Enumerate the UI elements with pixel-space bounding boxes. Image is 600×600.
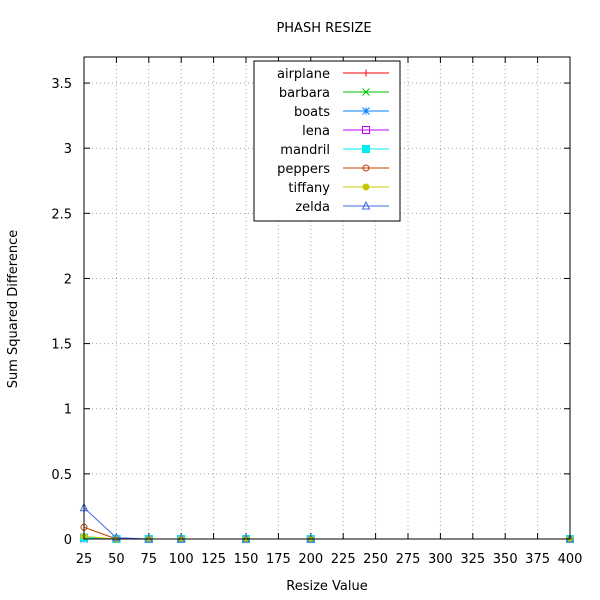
legend-marker bbox=[362, 88, 370, 96]
legend-label: lena bbox=[302, 124, 330, 139]
y-tick-label: 0.5 bbox=[51, 468, 72, 483]
x-tick-label: 275 bbox=[396, 552, 421, 567]
y-axis: 0 0.5 1 1.5 2 2.5 3 3.5 bbox=[51, 77, 570, 548]
series-line-zelda bbox=[83, 507, 570, 540]
y-tick-label: 1 bbox=[64, 403, 72, 418]
legend-label: barbara bbox=[279, 86, 330, 101]
legend-marker bbox=[362, 183, 370, 191]
series-barbara bbox=[80, 533, 574, 543]
legend-marker bbox=[362, 145, 370, 153]
x-tick-label: 375 bbox=[525, 552, 550, 567]
y-tick-label: 0 bbox=[64, 533, 72, 548]
series-layer bbox=[79, 502, 575, 543]
x-tick-label: 50 bbox=[108, 552, 125, 567]
legend-marker bbox=[362, 107, 370, 115]
legend-label: zelda bbox=[295, 200, 330, 215]
x-tick-label: 250 bbox=[363, 552, 388, 567]
legend-label: peppers bbox=[277, 162, 330, 177]
legend-item-barbara: barbara bbox=[279, 86, 389, 101]
y-tick-label: 2.5 bbox=[51, 207, 72, 222]
x-tick-label: 350 bbox=[493, 552, 518, 567]
legend-item-airplane: airplane bbox=[277, 67, 389, 82]
legend-item-tiffany: tiffany bbox=[288, 181, 389, 196]
x-tick-label: 150 bbox=[234, 552, 259, 567]
chart-title: PHASH RESIZE bbox=[276, 21, 371, 36]
x-tick-label: 325 bbox=[460, 552, 485, 567]
x-tick-label: 75 bbox=[141, 552, 158, 567]
legend-marker bbox=[362, 126, 370, 134]
x-tick-label: 175 bbox=[266, 552, 291, 567]
x-tick-label: 200 bbox=[298, 552, 323, 567]
legend-item-zelda: zelda bbox=[295, 200, 389, 215]
legend-marker bbox=[362, 69, 370, 77]
legend-item-lena: lena bbox=[302, 124, 389, 139]
y-axis-label: Sum Squared Difference bbox=[6, 230, 21, 388]
legend-item-mandril: mandril bbox=[280, 143, 389, 158]
x-tick-label: 125 bbox=[201, 552, 226, 567]
x-axis-label: Resize Value bbox=[286, 579, 368, 594]
legend-label: tiffany bbox=[288, 181, 330, 196]
series-mandril bbox=[80, 533, 574, 543]
plot-border bbox=[83, 56, 571, 540]
legend-box bbox=[253, 60, 401, 222]
x-tick-label: 300 bbox=[428, 552, 453, 567]
legend-marker bbox=[361, 200, 371, 210]
y-tick-label: 2 bbox=[64, 272, 72, 287]
series-tiffany bbox=[80, 532, 574, 543]
legend: airplane barbara boats lena mandril peppers ti… bbox=[253, 60, 401, 222]
legend-label: boats bbox=[294, 105, 330, 120]
series-airplane bbox=[80, 534, 574, 543]
legend-label: mandril bbox=[280, 143, 330, 158]
x-tick-label: 225 bbox=[331, 552, 356, 567]
x-tick-label: 25 bbox=[76, 552, 93, 567]
x-tick-label: 100 bbox=[169, 552, 194, 567]
legend-item-boats: boats bbox=[294, 105, 389, 120]
series-zelda bbox=[79, 502, 575, 543]
series-lena bbox=[80, 533, 574, 543]
y-tick-label: 1.5 bbox=[51, 338, 72, 353]
y-tick-label: 3.5 bbox=[51, 77, 72, 92]
y-tick-label: 3 bbox=[64, 142, 72, 157]
series-line-peppers bbox=[83, 526, 570, 540]
legend-label: airplane bbox=[277, 67, 330, 82]
legend-item-peppers: peppers bbox=[277, 162, 389, 177]
x-tick-label: 400 bbox=[558, 552, 583, 567]
data-point-zelda bbox=[112, 532, 121, 542]
legend-marker bbox=[362, 164, 370, 172]
